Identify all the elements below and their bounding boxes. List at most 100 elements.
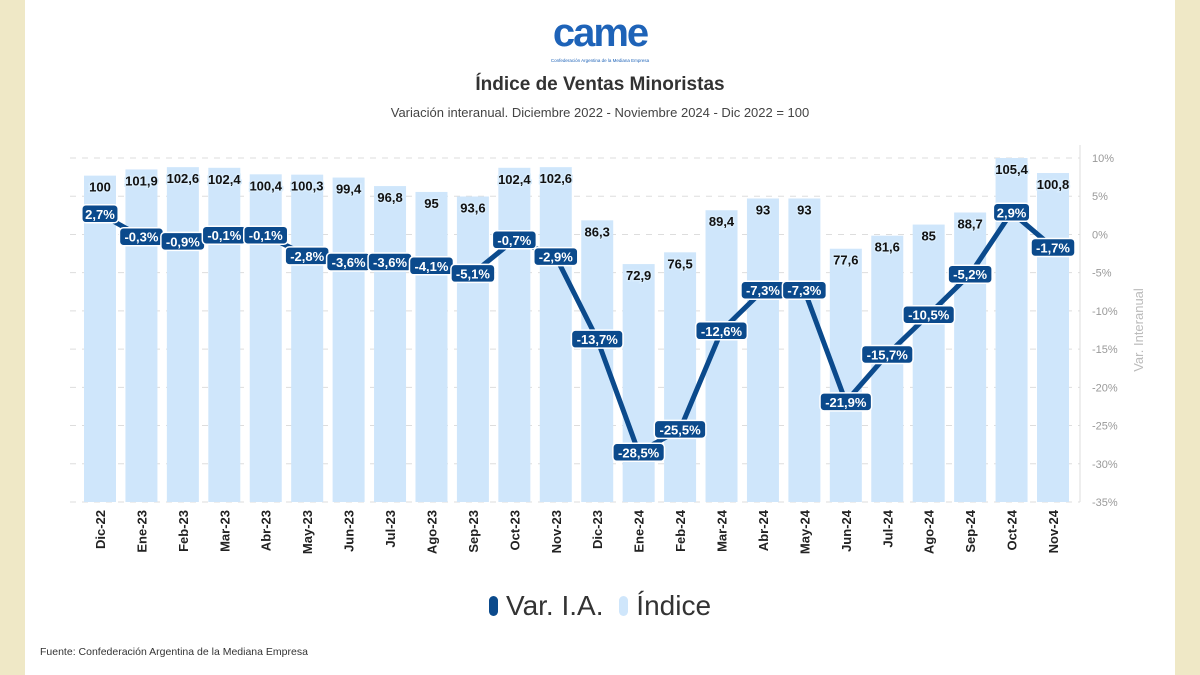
bar (166, 167, 199, 502)
x-tick-label: Oct-24 (1005, 509, 1020, 550)
bar-value-label: 99,4 (336, 182, 362, 197)
x-tick-label: Ago-23 (424, 510, 439, 554)
line-point-label: -2,9% (539, 250, 573, 265)
line-point-label-bg (653, 419, 707, 440)
bar (125, 169, 158, 502)
line-point-label-bg (992, 202, 1031, 223)
line-point-label-bg (242, 225, 289, 245)
x-tick-label: Ene-23 (134, 510, 149, 553)
line-point-label: 2,7% (85, 207, 115, 222)
x-tick-label: Feb-24 (673, 509, 688, 552)
logo-subtitle: Confederación Argentina de la Mediana Em… (550, 58, 650, 63)
bar (498, 167, 531, 503)
line-point-label: -7,3% (787, 283, 821, 298)
y2-tick-label: -5% (1092, 268, 1112, 280)
bar-value-label: 100,8 (1037, 177, 1070, 192)
x-tick-label: Sep-24 (963, 509, 978, 552)
source-note: Fuente: Confederación Argentina de la Me… (40, 646, 308, 658)
line-point-label: -3,6% (332, 255, 366, 270)
bar-value-label: 81,6 (875, 240, 900, 255)
line-point-label-bg (860, 344, 914, 365)
bar-value-label: 102,6 (167, 171, 200, 186)
line-point-label-bg (612, 442, 666, 463)
y2-tick-label: -25% (1092, 421, 1118, 433)
bar (374, 186, 407, 503)
x-tick-label: Jun-23 (342, 510, 357, 552)
legend-label-var: Var. I.A. (505, 590, 604, 621)
bar-value-label: 88,7 (957, 217, 982, 232)
legend-marker-var (488, 596, 498, 616)
bar (1037, 173, 1069, 502)
y2-tick-label: 5% (1092, 191, 1108, 203)
line-point-label: -0,1% (249, 228, 283, 243)
logo-word: came (552, 11, 649, 55)
bar-value-label: 93,6 (460, 201, 485, 216)
bar-value-label: 93 (797, 202, 811, 217)
bar-value-label: 101,9 (125, 173, 158, 188)
y2-tick-label: -20% (1092, 382, 1118, 394)
legend-marker-indice (619, 596, 629, 616)
x-tick-label: May-23 (300, 510, 315, 554)
bar-value-label: 105,4 (995, 162, 1028, 177)
legend-item-var[interactable]: Var. I.A. (488, 590, 604, 622)
line-point-label-bg (947, 264, 993, 284)
x-tick-label: Abr-24 (756, 509, 771, 551)
y2-tick-label: -35% (1092, 497, 1118, 509)
bar (332, 177, 365, 502)
bar (581, 220, 614, 502)
bar-value-label: 100 (89, 180, 111, 195)
line-point-label: -21,9% (825, 395, 867, 410)
y2-tick-label: -30% (1092, 459, 1118, 471)
line-point-label-bg (491, 230, 538, 250)
line-point-label-bg (81, 204, 119, 224)
x-tick-label: Jun-24 (839, 509, 854, 552)
bar (664, 252, 697, 502)
y2-tick-label: 0% (1092, 229, 1108, 241)
line-point-label: -0,9% (166, 234, 200, 249)
line-point-label: -5,2% (953, 267, 987, 282)
bar-value-label: 85 (921, 229, 935, 244)
bar (622, 264, 655, 502)
line-point-label: -2,8% (290, 249, 324, 264)
bar-value-label: 100,4 (249, 178, 282, 193)
line-point-label: -12,6% (701, 324, 743, 339)
bar-value-label: 76,5 (667, 256, 692, 271)
line-point-label-bg (533, 246, 579, 267)
line-point-label: -0,7% (497, 233, 531, 248)
chart-subtitle: Variación interanual. Diciembre 2022 - N… (390, 105, 810, 120)
bar-value-label: 100,3 (291, 179, 324, 194)
line-point-label: -13,7% (577, 332, 619, 347)
line-point-label-bg (1030, 237, 1076, 258)
bar-value-label: 102,4 (208, 172, 241, 187)
x-tick-label: Nov-23 (549, 510, 564, 553)
bar-value-label: 96,8 (377, 190, 402, 205)
line-point-label: -0,3% (124, 230, 158, 245)
bar (84, 175, 116, 503)
x-tick-label: Ago-24 (922, 509, 937, 554)
x-tick-label: Dic-22 (93, 510, 108, 549)
bar-value-label: 86,3 (585, 224, 610, 239)
x-tick-label: Oct-23 (507, 510, 522, 550)
legend-label-indice: Índice (636, 590, 712, 621)
bar (788, 198, 821, 502)
legend-item-indice[interactable]: Índice (619, 590, 711, 622)
y2-tick-label: -15% (1092, 344, 1118, 356)
x-tick-label: Feb-23 (176, 510, 191, 552)
bar (291, 174, 324, 503)
x-tick-label: Abr-23 (259, 510, 274, 551)
line-point-label-bg (570, 329, 624, 349)
bar (912, 224, 945, 503)
x-tick-label: May-24 (797, 509, 812, 554)
bar (456, 196, 489, 502)
line-point-label: -28,5% (618, 445, 660, 460)
x-tick-label: Mar-23 (217, 510, 232, 552)
line-point-label: -5,1% (456, 266, 490, 281)
line-point-label: -15,7% (867, 347, 909, 362)
x-tick-label: Jul-23 (383, 510, 398, 548)
bar-value-label: 102,6 (540, 171, 573, 186)
x-tick-label: Sep-23 (466, 510, 481, 553)
line-point-label: -0,1% (207, 228, 241, 243)
bar-value-label: 72,9 (626, 268, 651, 283)
line-point-label: 2,9% (997, 205, 1027, 220)
